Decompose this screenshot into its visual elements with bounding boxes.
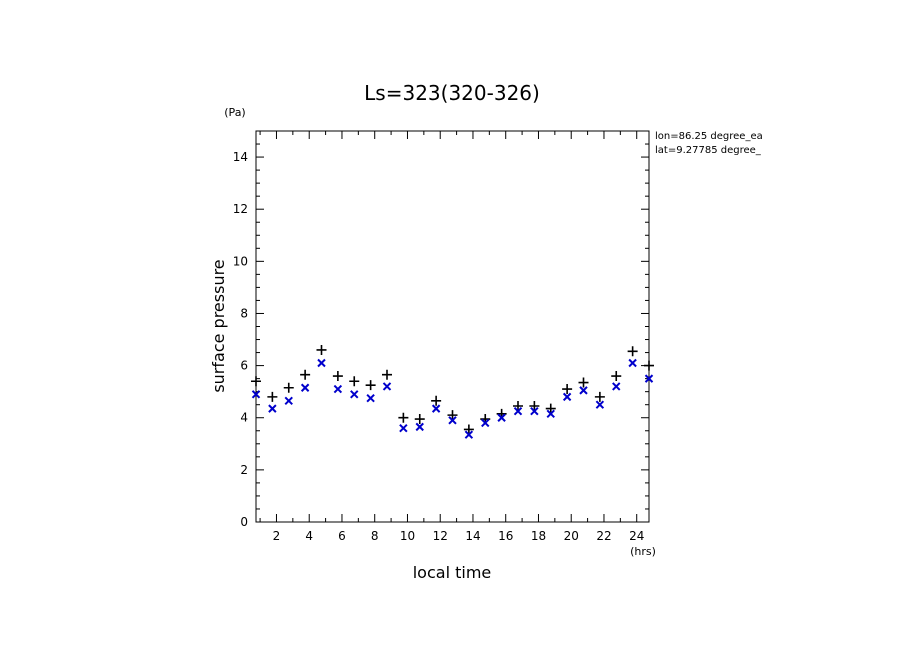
plus-marker	[414, 414, 425, 425]
cross-marker	[350, 390, 359, 399]
x-tick-label: 6	[338, 529, 346, 543]
cross-marker	[333, 384, 343, 394]
plus-marker	[300, 369, 311, 380]
cross-marker	[284, 396, 293, 405]
plus-marker	[644, 360, 654, 371]
x-tick-label: 24	[629, 529, 644, 543]
x-tick-label: 18	[531, 529, 546, 543]
x-tick-label: 12	[433, 529, 448, 543]
cross-marker	[382, 382, 392, 391]
lon-annotation: lon=86.25 degree_ea	[655, 131, 763, 142]
y-tick-label: 6	[240, 359, 248, 373]
cross-marker	[431, 404, 441, 413]
y-tick-label: 10	[233, 254, 248, 268]
y-tick-label: 0	[240, 515, 248, 529]
cross-marker	[513, 407, 523, 416]
plus-marker	[562, 384, 573, 395]
y-tick-label: 12	[233, 202, 248, 216]
x-axis-label: local time	[413, 563, 492, 582]
y-tick-label: 2	[240, 463, 248, 477]
cross-marker	[415, 422, 424, 432]
plus-marker	[283, 382, 294, 393]
plus-marker	[431, 395, 442, 406]
cross-marker	[579, 386, 588, 395]
plus-marker	[611, 371, 622, 382]
cross-marker	[399, 423, 408, 433]
plus-marker	[382, 369, 392, 380]
y-unit-label: (Pa)	[224, 106, 245, 119]
x-tick-label: 22	[596, 529, 611, 543]
cross-marker	[317, 358, 326, 368]
cross-marker	[464, 430, 474, 439]
cross-marker	[300, 383, 310, 392]
plus-marker	[398, 412, 409, 423]
cross-marker	[612, 382, 621, 391]
x-tick-label: 20	[564, 529, 579, 543]
x-tick-label: 10	[400, 529, 415, 543]
lat-annotation: lat=9.27785 degree_	[655, 145, 762, 156]
plus-marker	[513, 401, 523, 412]
cross-marker	[595, 400, 605, 409]
plus-marker	[365, 380, 376, 391]
cross-marker	[644, 374, 654, 383]
plus-marker	[267, 391, 278, 402]
x-unit-label: (hrs)	[630, 545, 656, 558]
x-tick-label: 16	[498, 529, 513, 543]
y-tick-label: 14	[233, 150, 248, 164]
x-tick-label: 14	[465, 529, 480, 543]
cross-marker	[448, 416, 457, 425]
plus-marker	[447, 410, 458, 421]
y-tick-label: 4	[240, 411, 248, 425]
cross-marker	[628, 358, 637, 368]
x-tick-label: 2	[273, 529, 281, 543]
plus-marker	[251, 376, 261, 387]
plus-marker	[594, 391, 605, 402]
plus-marker	[627, 346, 638, 357]
plus-marker	[545, 403, 556, 414]
data-markers	[251, 344, 654, 439]
cross-marker	[562, 392, 572, 402]
plus-marker	[316, 344, 327, 355]
y-tick-label: 8	[240, 306, 248, 320]
cross-marker	[268, 404, 277, 413]
cross-marker	[530, 407, 539, 416]
cross-marker	[497, 413, 506, 422]
x-tick-label: 8	[371, 529, 379, 543]
chart-title: Ls=323(320-326)	[364, 81, 540, 105]
plus-marker	[332, 371, 343, 382]
plot-frame	[255, 130, 650, 523]
plus-marker	[578, 377, 589, 388]
y-axis-label: surface pressure	[209, 259, 228, 392]
plus-marker	[349, 376, 360, 387]
cross-marker	[546, 409, 555, 419]
cross-marker	[481, 418, 490, 428]
cross-marker	[251, 390, 261, 399]
plus-marker	[529, 401, 540, 412]
plus-marker	[463, 424, 474, 435]
cross-marker	[366, 393, 375, 403]
x-tick-label: 4	[305, 529, 313, 543]
